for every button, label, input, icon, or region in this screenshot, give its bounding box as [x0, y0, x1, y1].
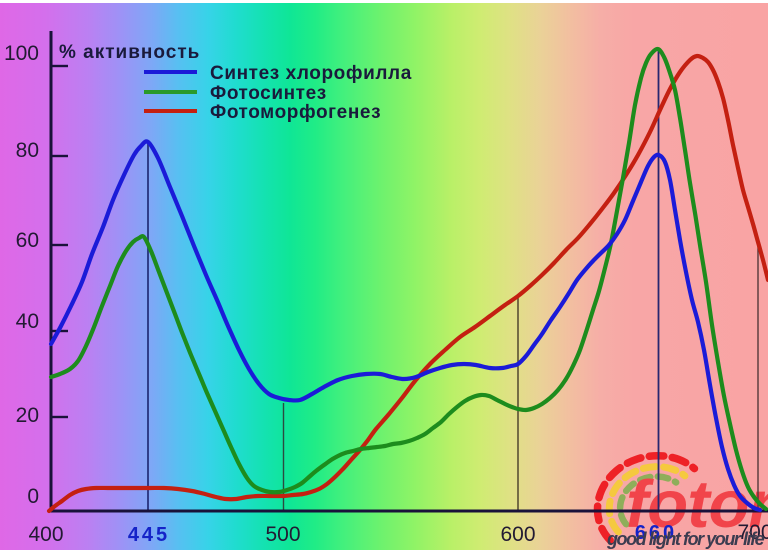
svg-text:500: 500: [265, 523, 300, 546]
svg-text:% активность: % активность: [59, 42, 200, 63]
svg-text:60: 60: [16, 229, 39, 252]
svg-text:600: 600: [500, 523, 535, 546]
svg-text:20: 20: [16, 404, 39, 427]
svg-text:100: 100: [4, 42, 39, 65]
svg-text:Фотосинтез: Фотосинтез: [210, 83, 327, 104]
svg-text:0: 0: [27, 485, 39, 508]
svg-text:80: 80: [16, 139, 39, 162]
svg-text:445: 445: [128, 524, 170, 546]
svg-text:400: 400: [28, 523, 63, 546]
svg-text:40: 40: [16, 310, 39, 333]
svg-text:Синтез хлорофилла: Синтез хлорофилла: [210, 63, 412, 84]
svg-text:700: 700: [737, 521, 768, 544]
svg-text:good light for your life: good light for your life: [606, 529, 765, 549]
svg-text:660: 660: [635, 522, 677, 544]
svg-text:Фотоморфогенез: Фотоморфогенез: [210, 102, 381, 123]
